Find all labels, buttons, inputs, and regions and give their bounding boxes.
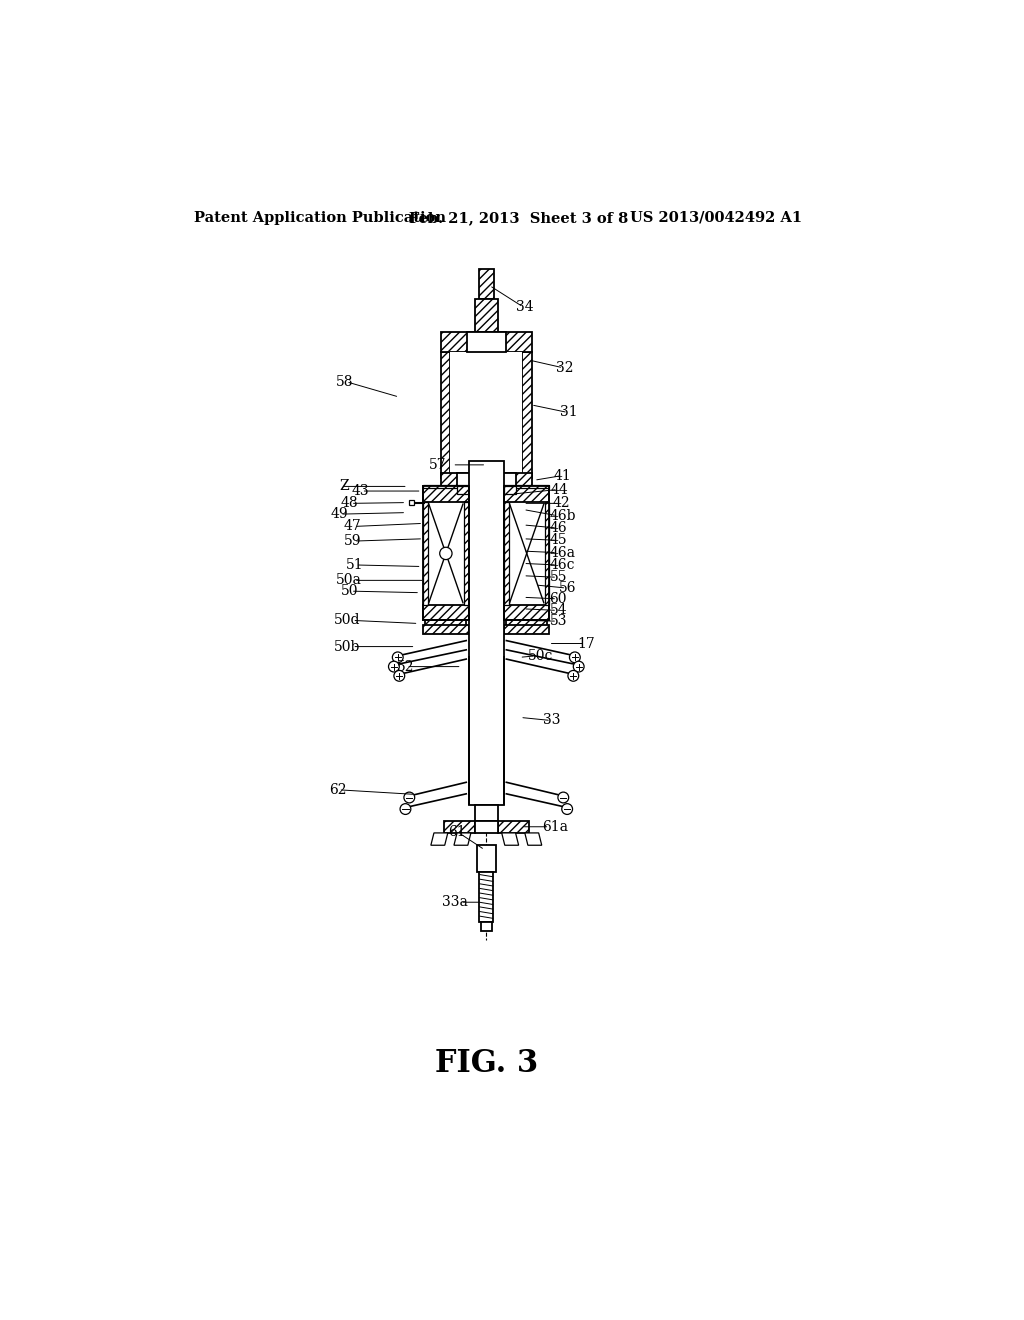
Text: 46c: 46c: [550, 558, 574, 572]
Text: 55: 55: [550, 570, 567, 585]
Bar: [504, 487, 515, 494]
Bar: [506, 620, 547, 631]
Circle shape: [558, 792, 568, 803]
Bar: [423, 487, 469, 620]
Text: FIG. 3: FIG. 3: [434, 1048, 538, 1078]
Text: 54: 54: [550, 603, 567, 618]
Text: 52: 52: [396, 660, 414, 673]
Bar: [504, 484, 550, 488]
Text: 48: 48: [341, 496, 358, 511]
Text: 49: 49: [330, 507, 348, 521]
Bar: [504, 626, 550, 635]
Text: 50c: 50c: [528, 649, 553, 663]
Text: Patent Application Publication: Patent Application Publication: [194, 211, 445, 224]
Bar: [425, 620, 466, 631]
Circle shape: [394, 671, 404, 681]
Bar: [423, 605, 469, 620]
Text: 33a: 33a: [442, 895, 468, 909]
Bar: [481, 923, 492, 932]
Text: 41: 41: [554, 469, 571, 483]
Circle shape: [400, 804, 411, 814]
Bar: [441, 331, 531, 351]
Text: 42: 42: [553, 496, 570, 511]
Text: 32: 32: [556, 360, 573, 375]
Text: 31: 31: [560, 405, 578, 420]
Bar: [475, 821, 498, 833]
Circle shape: [568, 671, 579, 681]
Bar: [504, 487, 550, 620]
Bar: [444, 821, 475, 833]
Circle shape: [569, 652, 581, 663]
Text: 50d: 50d: [334, 614, 360, 627]
Text: 59: 59: [344, 535, 361, 548]
Polygon shape: [431, 833, 447, 845]
Text: 47: 47: [344, 520, 361, 533]
Bar: [478, 268, 494, 300]
Bar: [475, 805, 498, 821]
Text: 60: 60: [550, 591, 567, 606]
Text: Z: Z: [340, 479, 349, 494]
Bar: [522, 351, 531, 478]
Circle shape: [392, 652, 403, 663]
Circle shape: [573, 661, 584, 672]
Bar: [464, 502, 469, 605]
Text: 34: 34: [515, 300, 534, 314]
Text: 62: 62: [329, 783, 346, 797]
Text: 43: 43: [351, 484, 370, 498]
Bar: [475, 300, 498, 331]
Text: 50b: 50b: [334, 640, 360, 653]
Text: 51: 51: [345, 558, 364, 572]
Text: US 2013/0042492 A1: US 2013/0042492 A1: [630, 211, 802, 224]
Text: 57: 57: [429, 458, 446, 471]
Text: 58: 58: [336, 375, 354, 388]
Bar: [504, 605, 550, 620]
Bar: [477, 845, 496, 873]
Bar: [410, 500, 414, 504]
Text: 45: 45: [550, 533, 567, 548]
Bar: [504, 502, 509, 605]
Bar: [441, 351, 451, 478]
Text: 61a: 61a: [542, 820, 567, 834]
Text: Feb. 21, 2013  Sheet 3 of 8: Feb. 21, 2013 Sheet 3 of 8: [410, 211, 629, 224]
Bar: [498, 821, 528, 833]
Bar: [457, 473, 515, 487]
Text: 44: 44: [550, 483, 568, 496]
Bar: [504, 487, 550, 502]
Bar: [423, 484, 469, 488]
Bar: [467, 331, 506, 351]
Bar: [469, 461, 504, 805]
Circle shape: [439, 548, 452, 560]
Text: 46: 46: [550, 521, 567, 535]
Bar: [423, 502, 428, 605]
Text: 50: 50: [341, 585, 358, 598]
Bar: [423, 487, 469, 502]
Bar: [441, 473, 531, 487]
Text: 33: 33: [544, 714, 561, 727]
Bar: [457, 487, 469, 494]
Text: 17: 17: [578, 636, 595, 651]
Polygon shape: [502, 833, 518, 845]
Circle shape: [403, 792, 415, 803]
Text: 61: 61: [447, 825, 466, 840]
Bar: [479, 873, 494, 923]
Bar: [545, 502, 550, 605]
Text: 46a: 46a: [550, 545, 575, 560]
Circle shape: [388, 661, 399, 672]
Text: 50a: 50a: [336, 573, 361, 587]
Polygon shape: [524, 833, 542, 845]
Text: 46b: 46b: [550, 508, 575, 523]
Text: 53: 53: [550, 614, 567, 628]
Text: 56: 56: [559, 581, 577, 595]
Polygon shape: [454, 833, 471, 845]
Bar: [451, 351, 522, 478]
Bar: [423, 626, 469, 635]
Circle shape: [562, 804, 572, 814]
